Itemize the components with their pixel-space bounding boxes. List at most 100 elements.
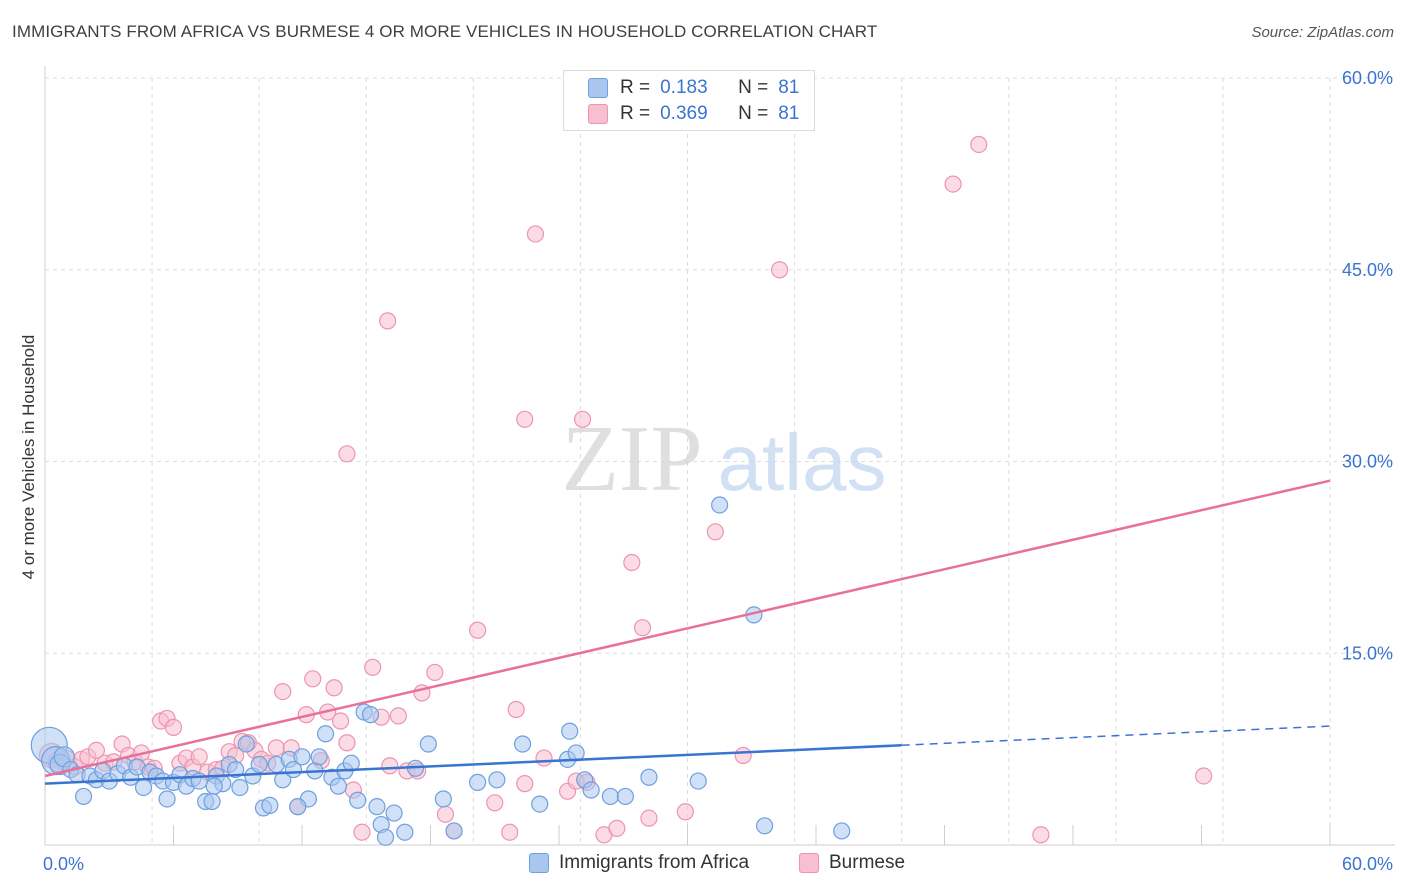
africa-point [316, 725, 335, 743]
y-tick-label: 30.0% [1342, 452, 1393, 472]
series-legend: Immigrants from Africa Burmese [0, 852, 1406, 878]
africa-swatch [588, 78, 608, 98]
africa-point [711, 496, 729, 514]
burmese-point [267, 739, 285, 757]
r-label: R = [620, 77, 651, 98]
burmese-point [640, 809, 658, 827]
r-label: R = [620, 103, 651, 124]
burmese-point [389, 707, 407, 725]
africa-point [640, 768, 658, 786]
africa-point [289, 798, 307, 816]
burmese-point [338, 445, 356, 463]
africa-point [434, 790, 452, 808]
n-value: 81 [778, 77, 800, 98]
africa-trend-extension [901, 725, 1331, 747]
africa-point [531, 795, 549, 813]
burmese-point [608, 819, 626, 837]
burmese-point [944, 175, 962, 193]
burmese-swatch [588, 104, 608, 124]
burmese-point [274, 682, 292, 701]
africa-point [231, 778, 249, 797]
africa-point [469, 773, 487, 791]
legend-row-burmese: R = 0.369 N = 81 [588, 101, 799, 127]
tick-labels: 15.0% 30.0% 45.0% 60.0% 0.0% 60.0% [43, 68, 1393, 874]
africa-point [689, 772, 707, 790]
africa-point [158, 790, 176, 808]
africa-point [385, 804, 403, 822]
africa-point [376, 828, 395, 846]
watermark: ZIP atlas [562, 407, 887, 511]
burmese-point [970, 135, 988, 154]
africa-points [30, 496, 851, 846]
burmese-point [501, 823, 519, 841]
africa-point [237, 735, 255, 753]
burmese-point [304, 670, 322, 688]
burmese-point [325, 679, 343, 697]
africa-point [205, 777, 223, 795]
burmese-point [486, 794, 504, 812]
legend-row-africa: R = 0.183 N = 81 [588, 75, 799, 101]
r-value: 0.369 [660, 103, 708, 124]
burmese-point [676, 803, 694, 821]
africa-point [755, 817, 774, 835]
africa-point [227, 760, 245, 779]
africa-point [349, 791, 367, 809]
africa-point [329, 777, 348, 795]
y-axis-label: 4 or more Vehicles in Household [19, 335, 38, 580]
burmese-point [381, 757, 399, 775]
burmese-point [331, 712, 350, 730]
africa-point [250, 755, 268, 774]
burmese-point [426, 663, 444, 682]
legend-label: Immigrants from Africa [559, 852, 750, 873]
africa-point [561, 722, 579, 740]
burmese-point [190, 748, 208, 766]
africa-point [601, 787, 620, 806]
africa-point [293, 748, 311, 766]
burmese-point [526, 225, 545, 243]
n-label: N = [738, 103, 769, 124]
legend-item-burmese: Burmese [799, 852, 905, 874]
burmese-point [706, 523, 724, 541]
burmese-point [516, 775, 534, 793]
axes [44, 66, 1395, 846]
africa-point [396, 823, 414, 841]
burmese-point [516, 410, 534, 428]
burmese-point [507, 700, 525, 719]
africa-point [582, 781, 600, 799]
burmese-point [87, 741, 106, 760]
africa-point [310, 748, 328, 766]
chart-title: IMMIGRANTS FROM AFRICA VS BURMESE 4 OR M… [12, 22, 878, 41]
burmese-point [734, 746, 752, 765]
burmese-point [535, 749, 553, 767]
n-label: N = [738, 77, 769, 98]
africa-point [513, 735, 532, 753]
r-value: 0.183 [660, 77, 708, 98]
africa-point [368, 798, 386, 816]
burmese-point [364, 658, 382, 676]
burmese-point [770, 261, 789, 279]
africa-point [488, 771, 506, 789]
africa-point [203, 792, 221, 811]
africa-point [361, 706, 380, 724]
burmese-point [1032, 826, 1050, 844]
legend-label: Burmese [829, 852, 906, 873]
legend-item-africa: Immigrants from Africa [529, 852, 749, 874]
trend-lines [44, 479, 1331, 785]
source-label: Source: ZipAtlas.com [1251, 24, 1394, 41]
africa-point [261, 796, 279, 814]
burmese-swatch [799, 853, 819, 873]
burmese-point [436, 805, 455, 823]
burmese-point [353, 823, 371, 841]
africa-swatch [529, 853, 549, 873]
burmese-trend-line [44, 479, 1331, 778]
africa-point [342, 754, 360, 772]
burmese-point [623, 553, 641, 572]
n-value: 81 [778, 103, 800, 124]
burmese-point [338, 734, 356, 752]
africa-point [419, 735, 437, 753]
africa-trend-line [44, 744, 902, 785]
africa-point [616, 787, 634, 806]
y-tick-label: 45.0% [1342, 260, 1393, 280]
africa-point [134, 778, 153, 797]
